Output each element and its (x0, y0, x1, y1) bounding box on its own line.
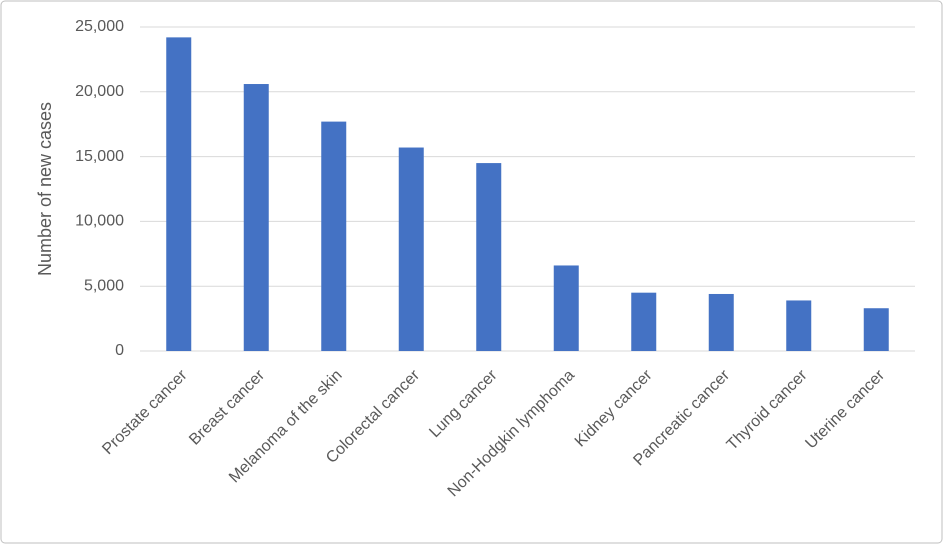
bar (786, 300, 812, 351)
y-tick-label: 15,000 (75, 148, 124, 165)
bar (243, 84, 269, 352)
bar (553, 265, 579, 351)
bar (166, 37, 192, 351)
y-tick-label: 5,000 (84, 277, 124, 294)
bar (398, 147, 424, 351)
bar (476, 163, 502, 351)
y-tick-label: 0 (115, 342, 124, 359)
y-axis-label: Number of new cases (35, 102, 55, 276)
bar (863, 308, 889, 351)
y-tick-label: 20,000 (75, 83, 124, 100)
bar (708, 293, 734, 351)
bar (321, 121, 347, 351)
y-tick-label: 25,000 (75, 18, 124, 35)
y-tick-label: 10,000 (75, 213, 124, 230)
bar (631, 292, 657, 351)
